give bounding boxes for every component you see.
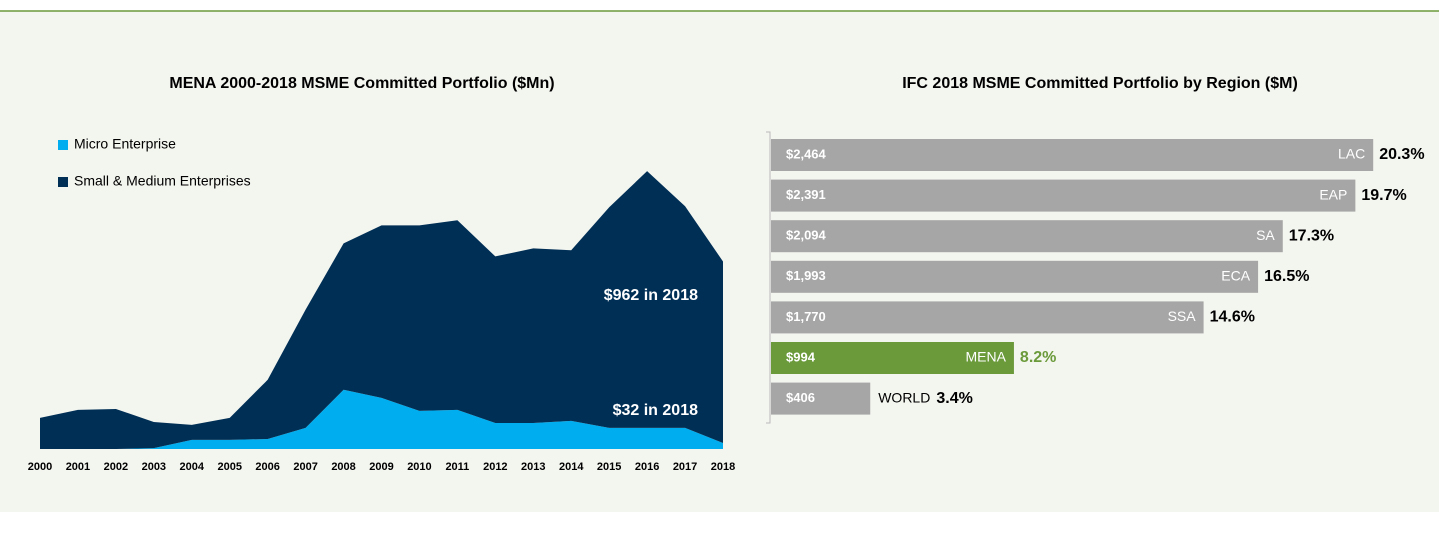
top-strip (0, 0, 1439, 11)
x-tick-label: 2000 (28, 461, 52, 473)
x-tick-label: 2013 (521, 461, 545, 473)
chart-title: MENA 2000-2018 MSME Committed Portfolio … (169, 75, 554, 92)
value-label: $2,464 (786, 146, 827, 161)
annotation: $32 in 2018 (613, 402, 699, 419)
percentage-label: 14.6% (1210, 309, 1255, 326)
x-tick-label: 2016 (635, 461, 659, 473)
bottom-strip (0, 512, 1439, 541)
percentage-label: 3.4% (936, 390, 972, 407)
x-tick-label: 2018 (711, 461, 735, 473)
value-label: $2,094 (786, 228, 827, 243)
category-label: WORLD (878, 389, 930, 405)
x-tick-label: 2005 (217, 461, 241, 473)
bar (771, 301, 1204, 334)
x-tick-label: 2009 (369, 461, 393, 473)
legend-label: Small & Medium Enterprises (74, 173, 251, 189)
annotation: $962 in 2018 (604, 287, 698, 304)
bar (771, 382, 871, 415)
value-label: $994 (786, 349, 816, 364)
x-tick-label: 2006 (255, 461, 279, 473)
value-label: $1,770 (786, 309, 826, 324)
x-tick-label: 2017 (673, 461, 697, 473)
x-tick-label: 2015 (597, 461, 621, 473)
category-label: SA (1256, 227, 1275, 243)
percentage-label: 8.2% (1020, 349, 1056, 366)
bar-axis-bracket (766, 131, 771, 424)
percentage-label: 20.3% (1379, 146, 1424, 163)
x-tick-label: 2003 (142, 461, 166, 473)
x-tick-label: 2011 (445, 461, 469, 473)
category-label: ECA (1221, 268, 1250, 284)
bar (771, 179, 1356, 212)
chart-title: IFC 2018 MSME Committed Portfolio by Reg… (902, 75, 1298, 92)
x-tick-label: 2001 (66, 461, 90, 473)
category-label: MENA (965, 349, 1006, 365)
value-label: $2,391 (786, 187, 826, 202)
percentage-label: 16.5% (1264, 268, 1309, 285)
legend-label: Micro Enterprise (74, 136, 176, 152)
x-tick-label: 2012 (483, 461, 507, 473)
bar (771, 220, 1283, 253)
bar (771, 139, 1374, 171)
x-tick-label: 2010 (407, 461, 431, 473)
legend-swatch (58, 140, 68, 150)
category-label: SSA (1168, 308, 1197, 324)
percentage-label: 19.7% (1361, 187, 1406, 204)
bar (771, 342, 1014, 374)
category-label: LAC (1338, 146, 1365, 162)
area (40, 389, 723, 449)
area (40, 171, 723, 449)
x-tick-label: 2014 (559, 461, 584, 473)
bar (771, 260, 1259, 293)
legend-swatch (58, 177, 68, 187)
category-label: EAP (1319, 186, 1347, 202)
x-tick-label: 2008 (331, 461, 355, 473)
x-tick-label: 2007 (293, 461, 317, 473)
value-label: $1,993 (786, 268, 826, 283)
x-tick-label: 2004 (180, 461, 205, 473)
value-label: $406 (786, 390, 815, 405)
x-tick-label: 2002 (104, 461, 128, 473)
percentage-label: 17.3% (1289, 227, 1334, 244)
